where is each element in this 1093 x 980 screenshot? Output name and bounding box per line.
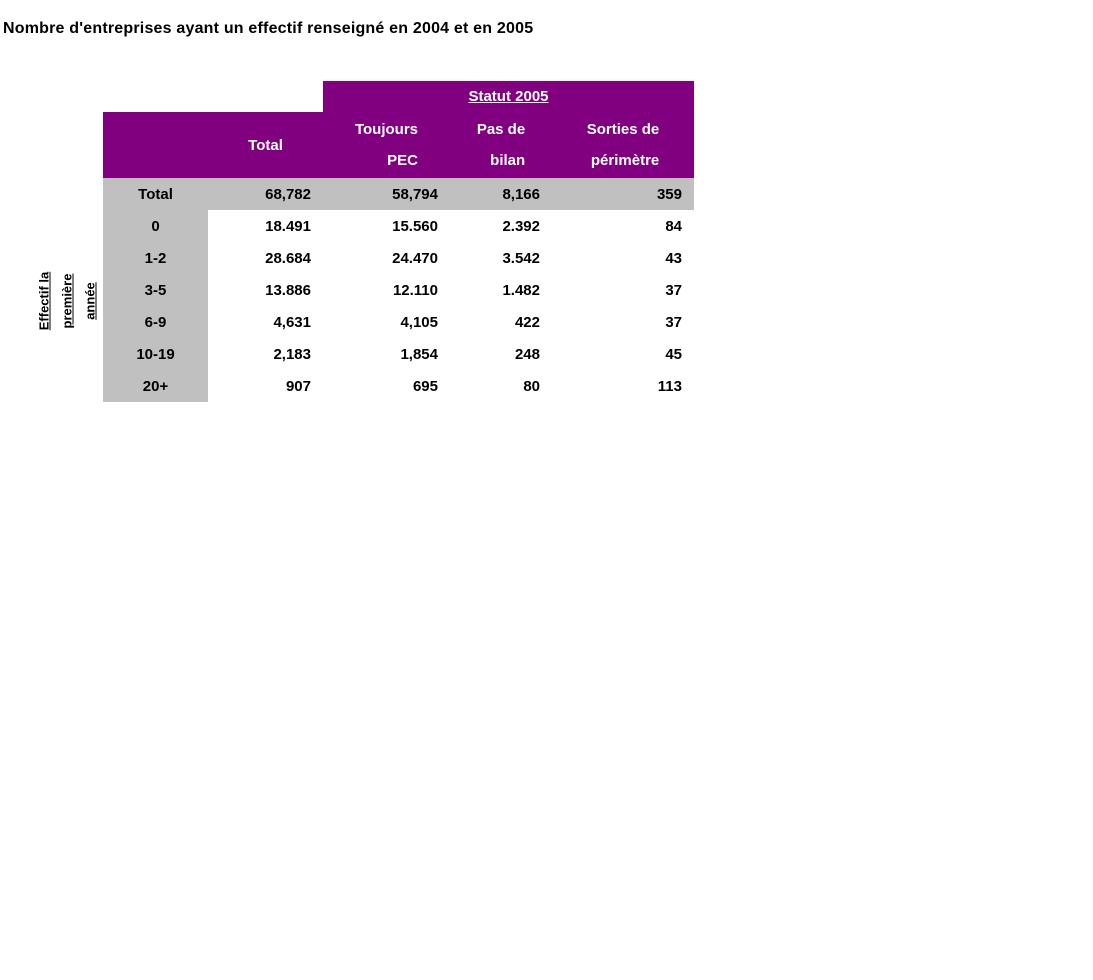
- column-header-text: PEC: [387, 152, 419, 169]
- data-cell: 113: [552, 370, 694, 402]
- column-header-toujours-pec: Toujours PEC: [323, 112, 450, 178]
- row-label: 20+: [103, 370, 208, 402]
- column-header-text: Toujours: [354, 121, 419, 138]
- data-cell: 359: [552, 178, 694, 210]
- data-cell: 84: [552, 210, 694, 242]
- column-header-total: Total: [208, 112, 323, 178]
- data-cell: 8,166: [450, 178, 552, 210]
- data-cell: 24.470: [323, 242, 450, 274]
- data-table: Statut 2005 Total Toujours PEC Pas de bi…: [103, 81, 694, 402]
- header-spacer-cell: [103, 112, 208, 178]
- row-axis-label-line: première: [59, 273, 75, 329]
- data-cell: 248: [450, 338, 552, 370]
- data-cell: 15.560: [323, 210, 450, 242]
- data-cell: 1.482: [450, 274, 552, 306]
- table-row: Total 68,782 58,794 8,166 359: [103, 178, 694, 210]
- table-row: 0 18.491 15.560 2.392 84: [103, 210, 694, 242]
- row-axis-label: Effectif la première année: [33, 239, 103, 364]
- row-label: 6-9: [103, 306, 208, 338]
- data-cell: 2.392: [450, 210, 552, 242]
- table-body: Total 68,782 58,794 8,166 359 0 18.491 1…: [103, 178, 694, 402]
- data-cell: 3.542: [450, 242, 552, 274]
- row-label: 10-19: [103, 338, 208, 370]
- data-cell: 18.491: [208, 210, 323, 242]
- row-label: Total: [103, 178, 208, 210]
- data-cell: 4,105: [323, 306, 450, 338]
- data-cell: 2,183: [208, 338, 323, 370]
- data-cell: 43: [552, 242, 694, 274]
- table-row: 6-9 4,631 4,105 422 37: [103, 306, 694, 338]
- column-header-text: Total: [248, 136, 283, 154]
- table-row: 3-5 13.886 12.110 1.482 37: [103, 274, 694, 306]
- data-cell: 907: [208, 370, 323, 402]
- column-header-sorties-de-perimetre: Sorties de périmètre: [552, 112, 694, 178]
- column-header-text: périmètre: [590, 152, 660, 169]
- row-axis-label-line: année: [82, 282, 98, 320]
- data-cell: 4,631: [208, 306, 323, 338]
- data-cell: 28.684: [208, 242, 323, 274]
- table-header-row: Total Toujours PEC Pas de bilan Sorties …: [103, 112, 694, 178]
- data-cell: 13.886: [208, 274, 323, 306]
- column-header-pas-de-bilan: Pas de bilan: [450, 112, 552, 178]
- data-cell: 422: [450, 306, 552, 338]
- row-label: 0: [103, 210, 208, 242]
- data-cell: 45: [552, 338, 694, 370]
- data-cell: 37: [552, 306, 694, 338]
- table-row: 20+ 907 695 80 113: [103, 370, 694, 402]
- column-header-text: Sorties de: [586, 121, 660, 138]
- data-cell: 695: [323, 370, 450, 402]
- table-row: 10-19 2,183 1,854 248 45: [103, 338, 694, 370]
- column-header-text: bilan: [490, 152, 526, 169]
- data-cell: 80: [450, 370, 552, 402]
- data-cell: 1,854: [323, 338, 450, 370]
- row-label: 1-2: [103, 242, 208, 274]
- table-title: Nombre d'entreprises ayant un effectif r…: [3, 20, 534, 37]
- group-header-text: Statut 2005: [468, 88, 549, 105]
- row-label: 3-5: [103, 274, 208, 306]
- data-cell: 37: [552, 274, 694, 306]
- data-cell: 58,794: [323, 178, 450, 210]
- data-cell: 12.110: [323, 274, 450, 306]
- column-header-text: Pas de: [476, 121, 526, 138]
- group-header-statut-2005: Statut 2005: [323, 81, 694, 112]
- table-row: 1-2 28.684 24.470 3.542 43: [103, 242, 694, 274]
- row-axis-label-line: Effectif la: [36, 271, 52, 331]
- data-cell: 68,782: [208, 178, 323, 210]
